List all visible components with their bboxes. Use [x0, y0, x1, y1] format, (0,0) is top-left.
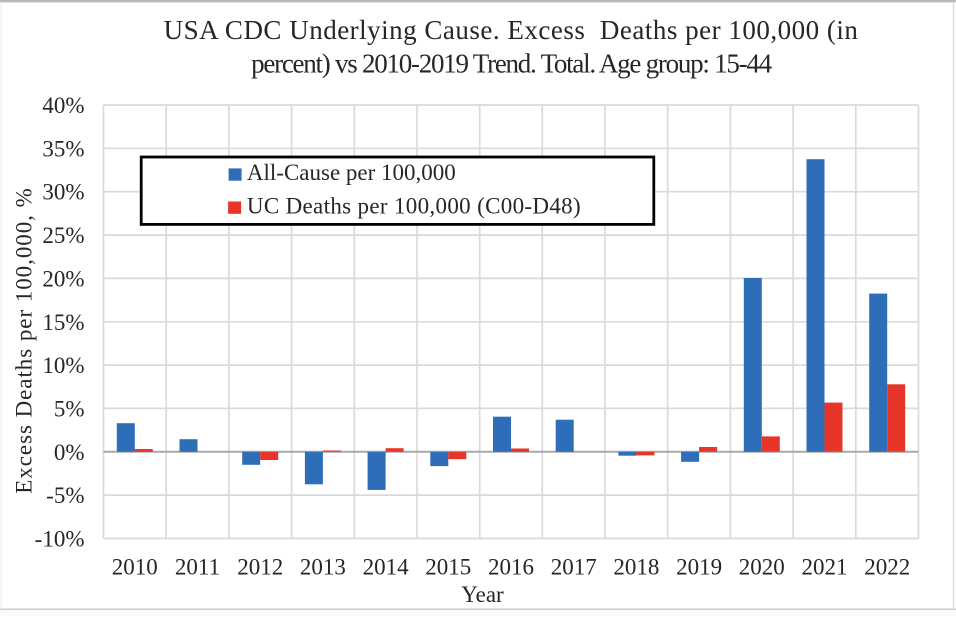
svg-text:2022: 2022	[864, 555, 910, 580]
svg-text:2011: 2011	[175, 555, 220, 580]
svg-text:0%: 0%	[54, 440, 85, 465]
svg-text:-10%: -10%	[35, 527, 85, 552]
svg-text:All-Cause per 100,000: All-Cause per 100,000	[247, 160, 456, 185]
svg-text:35%: 35%	[42, 136, 84, 161]
svg-text:USA CDC Underlying Cause. Exce: USA CDC Underlying Cause. Excess Deaths …	[164, 15, 859, 45]
svg-text:UC Deaths per 100,000 (C00-D48: UC Deaths per 100,000 (C00-D48)	[247, 193, 581, 218]
svg-text:5%: 5%	[54, 396, 85, 421]
svg-text:2016: 2016	[488, 555, 534, 580]
svg-text:percent) vs 2010-2019 Trend. T: percent) vs 2010-2019 Trend. Total. Age …	[251, 49, 773, 79]
svg-text:Excess Deaths per 100,000, %: Excess Deaths per 100,000, %	[12, 187, 37, 493]
svg-text:2018: 2018	[613, 555, 659, 580]
svg-text:30%: 30%	[42, 180, 84, 205]
svg-text:2017: 2017	[551, 555, 597, 580]
svg-text:2014: 2014	[363, 555, 410, 580]
svg-text:2019: 2019	[676, 555, 722, 580]
svg-text:Year: Year	[461, 582, 504, 607]
svg-text:2013: 2013	[300, 555, 346, 580]
svg-text:-5%: -5%	[46, 483, 84, 508]
svg-text:10%: 10%	[42, 353, 84, 378]
svg-text:2010: 2010	[112, 555, 158, 580]
svg-text:2020: 2020	[739, 555, 785, 580]
svg-text:25%: 25%	[42, 223, 84, 248]
svg-text:2015: 2015	[425, 555, 471, 580]
svg-text:15%: 15%	[42, 310, 84, 335]
svg-text:2021: 2021	[802, 555, 848, 580]
svg-text:2012: 2012	[237, 555, 283, 580]
svg-text:20%: 20%	[42, 266, 84, 291]
svg-text:40%: 40%	[42, 93, 84, 118]
